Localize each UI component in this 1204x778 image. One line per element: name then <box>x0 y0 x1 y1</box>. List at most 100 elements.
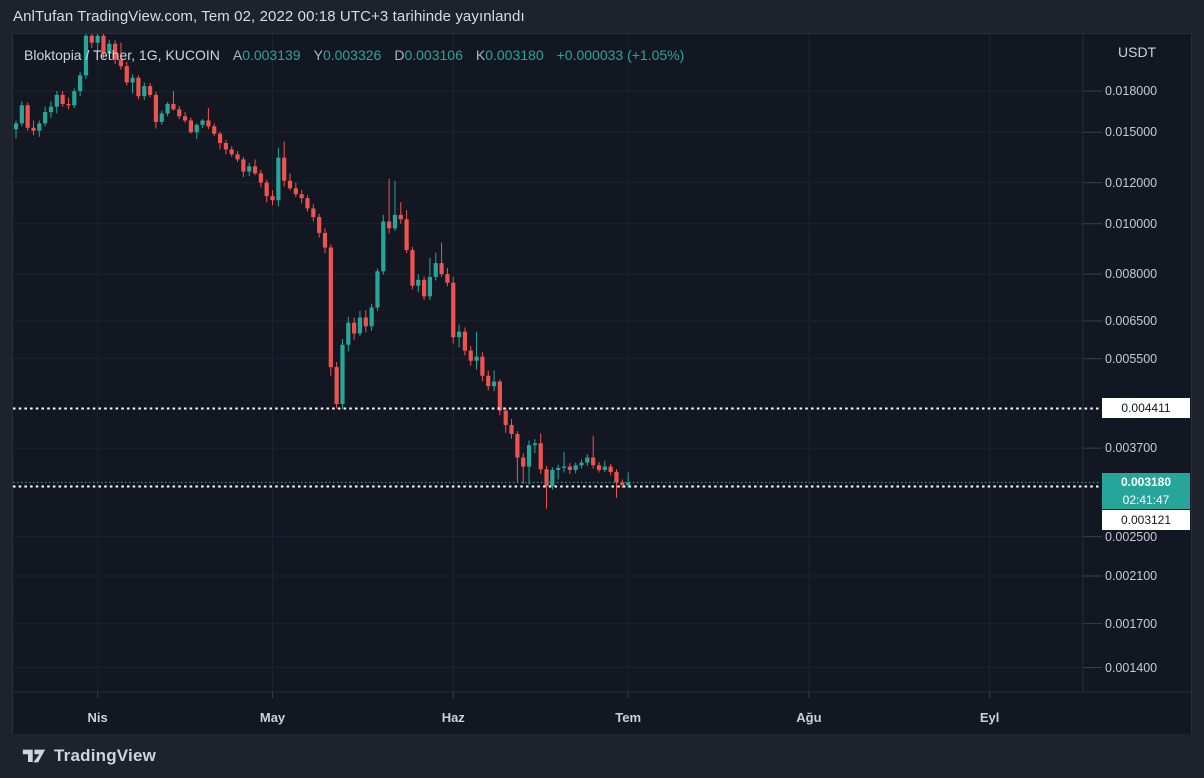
candle-body <box>72 91 77 106</box>
drawn-line-price-label-lower[interactable]: 0.003121 <box>1102 510 1190 531</box>
candle-body <box>585 457 590 463</box>
candle-countdown-timer: 02:41:47 <box>1122 493 1170 508</box>
tradingview-logo-icon[interactable] <box>22 747 46 765</box>
candle-body <box>328 247 333 368</box>
candle-body <box>363 317 368 327</box>
price-tick-label: 0.012000 <box>1105 175 1158 190</box>
candle-body <box>19 105 24 124</box>
candle-body <box>165 103 170 114</box>
candle-body <box>276 157 281 201</box>
time-axis-month-label[interactable]: May <box>259 710 286 725</box>
candle-body <box>206 120 211 127</box>
candle-body <box>369 307 374 327</box>
ohlc-value: 0.003326 <box>322 47 382 63</box>
time-axis-month-label[interactable]: Tem <box>615 710 642 725</box>
tradingview-brand-text[interactable]: TradingView <box>54 746 157 765</box>
candle-body <box>223 143 228 150</box>
price-axis-currency-label: USDT <box>1118 44 1157 60</box>
price-tick-label: 0.005500 <box>1105 351 1158 366</box>
candles-series <box>13 34 631 509</box>
chart-frame: Bloktopia / Tether, 1G, KUCOIN A0.003139… <box>12 33 1192 735</box>
price-tick-label: 0.008000 <box>1105 267 1158 282</box>
candle-body <box>579 462 584 466</box>
legend-ohlc-d: D0.003106 <box>394 47 463 63</box>
candle-body <box>462 331 468 351</box>
candle-body <box>422 279 427 297</box>
last-price-label[interactable]: 0.003180 02:41:47 <box>1102 473 1190 510</box>
candle-body <box>287 180 293 189</box>
candle-body <box>410 250 415 286</box>
legend-change: +0.000033 (+1.05%) <box>556 47 685 63</box>
candle-body <box>509 424 514 434</box>
candle-body <box>188 120 193 133</box>
candle-body <box>83 35 89 76</box>
time-axis-month-label[interactable]: Nis <box>87 710 108 725</box>
publish-line: AnlTufan TradingView.com, Tem 02, 2022 0… <box>13 8 525 25</box>
last-price-text: 0.003180 <box>1120 475 1172 490</box>
price-tick-label: 0.010000 <box>1105 216 1158 231</box>
candle-body <box>182 116 188 121</box>
candle-body <box>491 381 497 387</box>
candle-body <box>229 149 234 155</box>
chart-legend[interactable]: Bloktopia / Tether, 1G, KUCOIN A0.003139… <box>24 46 684 64</box>
candle-body <box>480 356 485 376</box>
price-tick-label: 0.006500 <box>1105 313 1158 328</box>
candle-body <box>439 263 444 275</box>
candle-body <box>596 465 602 470</box>
candle-body <box>142 86 147 97</box>
candle-body <box>550 469 555 486</box>
candle-body <box>264 182 269 197</box>
legend-symbol[interactable]: Bloktopia / Tether, 1G, KUCOIN <box>24 47 220 63</box>
candle-body <box>66 103 71 106</box>
time-axis-month-label[interactable]: Ağu <box>796 710 822 725</box>
price-tick-label: 0.002100 <box>1105 568 1158 583</box>
candle-body <box>357 317 363 334</box>
legend-ohlc-k: K0.003180 <box>476 47 544 63</box>
candle-body <box>456 331 462 338</box>
candle-body <box>89 35 94 43</box>
legend-ohlc-y: Y0.003326 <box>314 47 382 63</box>
candle-body <box>416 279 421 286</box>
publish-bar: AnlTufan TradingView.com, Tem 02, 2022 0… <box>0 0 1204 33</box>
candle-body <box>526 445 532 467</box>
ohlc-letter: K <box>475 47 486 63</box>
lower-line-price-text: 0.003121 <box>1120 513 1172 528</box>
candle-body <box>130 77 135 83</box>
candle-body <box>270 196 275 201</box>
candle-body <box>346 322 351 345</box>
candle-body <box>532 443 537 446</box>
candle-body <box>433 263 438 277</box>
time-axis-month-label[interactable]: Eyl <box>979 710 1000 725</box>
price-tick-label: 0.002500 <box>1105 529 1158 544</box>
price-tick-label: 0.003700 <box>1105 441 1158 456</box>
candle-body <box>322 232 328 248</box>
candle-body <box>247 166 252 172</box>
candle-body <box>340 344 345 404</box>
candle-body <box>37 123 42 131</box>
candle-body <box>591 457 596 466</box>
time-axis-month-label[interactable]: Haz <box>441 710 465 725</box>
candle-body <box>474 356 479 361</box>
price-tick-label: 0.001400 <box>1105 660 1158 675</box>
candle-body <box>392 214 398 229</box>
candle-body <box>608 466 613 472</box>
candle-body <box>445 274 450 283</box>
candle-body <box>217 133 223 144</box>
candle-body <box>398 214 403 220</box>
candlestick-chart-canvas[interactable] <box>13 34 1191 734</box>
candle-body <box>451 282 456 338</box>
candle-body <box>118 59 124 67</box>
candle-body <box>427 276 433 297</box>
ohlc-value: 0.003139 <box>242 47 301 63</box>
drawn-line-price-label-upper[interactable]: 0.004411 <box>1102 398 1190 419</box>
ohlc-letter: D <box>394 47 405 63</box>
candle-body <box>614 471 619 483</box>
candle-body <box>43 112 48 124</box>
candle-body <box>515 433 520 458</box>
candle-body <box>620 482 625 486</box>
candle-body <box>538 443 543 470</box>
candle-body <box>95 35 100 43</box>
candle-body <box>317 217 322 233</box>
candle-body <box>293 188 298 195</box>
